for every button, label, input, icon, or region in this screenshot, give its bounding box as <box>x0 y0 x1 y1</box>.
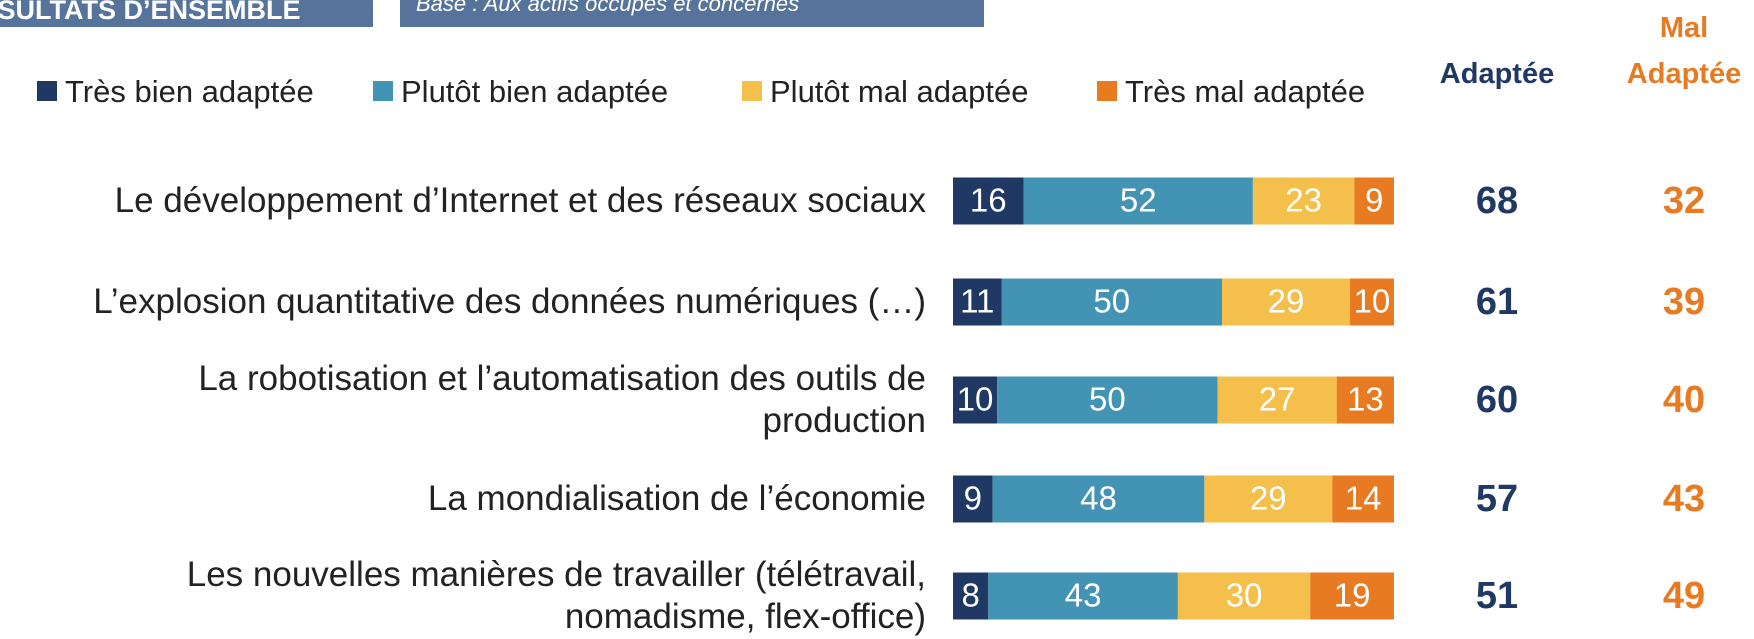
bar-value: 23 <box>1285 182 1322 219</box>
bar-value: 13 <box>1347 381 1384 418</box>
category-label: Les nouvelles manières de travailler (té… <box>186 555 926 636</box>
bar-segment <box>1222 278 1350 326</box>
bar-value: 29 <box>1268 283 1305 320</box>
bar-segment <box>1177 572 1311 620</box>
category-label: La mondialisation de l’économie <box>427 479 926 518</box>
bar-segment <box>953 278 1002 326</box>
base-note: Base : Aux actifs occupés et concernés <box>416 0 800 16</box>
bar-segment <box>988 572 1178 620</box>
column-header: Adaptée <box>1439 58 1555 90</box>
bar-value: 50 <box>1089 381 1126 418</box>
bar-segment <box>1204 475 1333 523</box>
legend-swatch <box>742 81 762 101</box>
bar-segment <box>1023 177 1253 225</box>
legend-item: Très bien adaptée <box>37 74 314 110</box>
bar-value: 30 <box>1226 577 1263 614</box>
bar-value: 19 <box>1334 577 1371 614</box>
total-value: 40 <box>1662 379 1706 421</box>
bar-value: 50 <box>1093 283 1130 320</box>
bar-segment <box>997 376 1218 424</box>
bar-segment <box>953 475 993 523</box>
legend-label: Plutôt mal adaptée <box>770 74 1029 109</box>
bar-segment <box>1001 278 1223 326</box>
bar-value: 9 <box>964 480 982 517</box>
total-value: 51 <box>1475 575 1519 617</box>
category-label: Le développement d’Internet et des résea… <box>114 181 926 220</box>
bar-value: 10 <box>1354 283 1391 320</box>
bar-segment <box>1217 376 1337 424</box>
total-value: 68 <box>1475 180 1519 222</box>
total-value: 49 <box>1662 575 1706 617</box>
bar-value: 11 <box>960 283 994 320</box>
bar-value: 48 <box>1080 480 1117 517</box>
bar-value: 8 <box>961 577 979 614</box>
total-value: 57 <box>1475 478 1519 520</box>
title: RÉSULTATS D’ENSEMBLE <box>0 0 301 25</box>
bar-segment <box>1349 278 1394 326</box>
column-header: Mal Adaptée <box>1626 12 1742 90</box>
legend-swatch <box>1097 81 1117 101</box>
bar-segment <box>953 177 1024 225</box>
total-value: 43 <box>1662 478 1706 520</box>
legend-swatch <box>373 81 393 101</box>
total-value: 32 <box>1662 180 1706 222</box>
bar-segment <box>1354 177 1394 225</box>
base-box: Base : Aux actifs occupés et concernés <box>400 0 984 27</box>
bar-segment <box>1332 475 1394 523</box>
bar-value: 10 <box>957 381 994 418</box>
legend-item: Plutôt bien adaptée <box>373 74 668 110</box>
category-label: La robotisation et l’automatisation des … <box>198 359 926 440</box>
title-box: RÉSULTATS D’ENSEMBLE <box>0 0 373 27</box>
bar-segment <box>1252 177 1355 225</box>
bar-value: 43 <box>1065 577 1102 614</box>
legend-label: Très mal adaptée <box>1125 74 1366 109</box>
bar-segment <box>953 376 998 424</box>
bar-value: 9 <box>1365 182 1383 219</box>
legend-swatch <box>37 81 57 101</box>
category-label: L’explosion quantitative des données num… <box>93 282 926 321</box>
legend-item: Plutôt mal adaptée <box>742 74 1029 110</box>
bar-value: 52 <box>1120 182 1157 219</box>
bar-segment <box>992 475 1205 523</box>
bar-value: 16 <box>970 182 1007 219</box>
legend-label: Plutôt bien adaptée <box>401 74 669 109</box>
total-value: 60 <box>1475 379 1519 421</box>
bar-value: 14 <box>1345 480 1382 517</box>
total-value: 39 <box>1662 281 1706 323</box>
legend-label: Très bien adaptée <box>65 74 314 109</box>
bar-segment <box>953 572 989 620</box>
total-value: 61 <box>1475 281 1519 323</box>
bar-segment <box>1310 572 1394 620</box>
bar-segment <box>1336 376 1394 424</box>
bar-value: 27 <box>1259 381 1296 418</box>
bar-value: 29 <box>1250 480 1287 517</box>
legend-item: Très mal adaptée <box>1097 74 1365 110</box>
